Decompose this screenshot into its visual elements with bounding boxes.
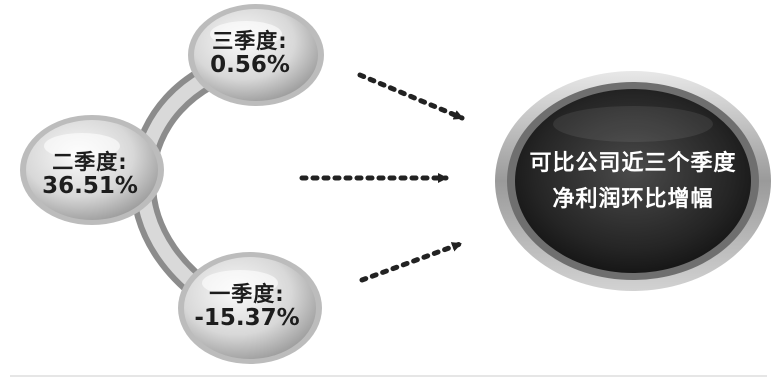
target-label: 可比公司近三个季度 净利润环比增幅 (520, 145, 746, 217)
node-q2-label: 二季度: 36.51% (25, 151, 155, 199)
bottom-divider (10, 375, 767, 377)
node-q2-value: 36.51% (42, 172, 138, 199)
arrow-q1 (359, 241, 463, 283)
node-q2-quarter: 二季度: (52, 150, 128, 174)
node-q1-value: -15.37% (194, 304, 300, 331)
node-q1 (178, 252, 322, 364)
target-node (495, 71, 771, 291)
target-label-line2: 净利润环比增幅 (552, 186, 714, 212)
node-q3-label: 三季度: 0.56% (195, 30, 305, 78)
node-q2 (20, 115, 164, 225)
node-q3-value: 0.56% (210, 51, 290, 78)
node-q1-quarter: 一季度: (209, 282, 285, 306)
node-q3-quarter: 三季度: (212, 29, 288, 53)
arrow-q3 (357, 72, 465, 121)
node-q1-label: 一季度: -15.37% (182, 283, 312, 331)
node-q3 (188, 4, 324, 106)
target-label-line1: 可比公司近三个季度 (529, 150, 737, 176)
